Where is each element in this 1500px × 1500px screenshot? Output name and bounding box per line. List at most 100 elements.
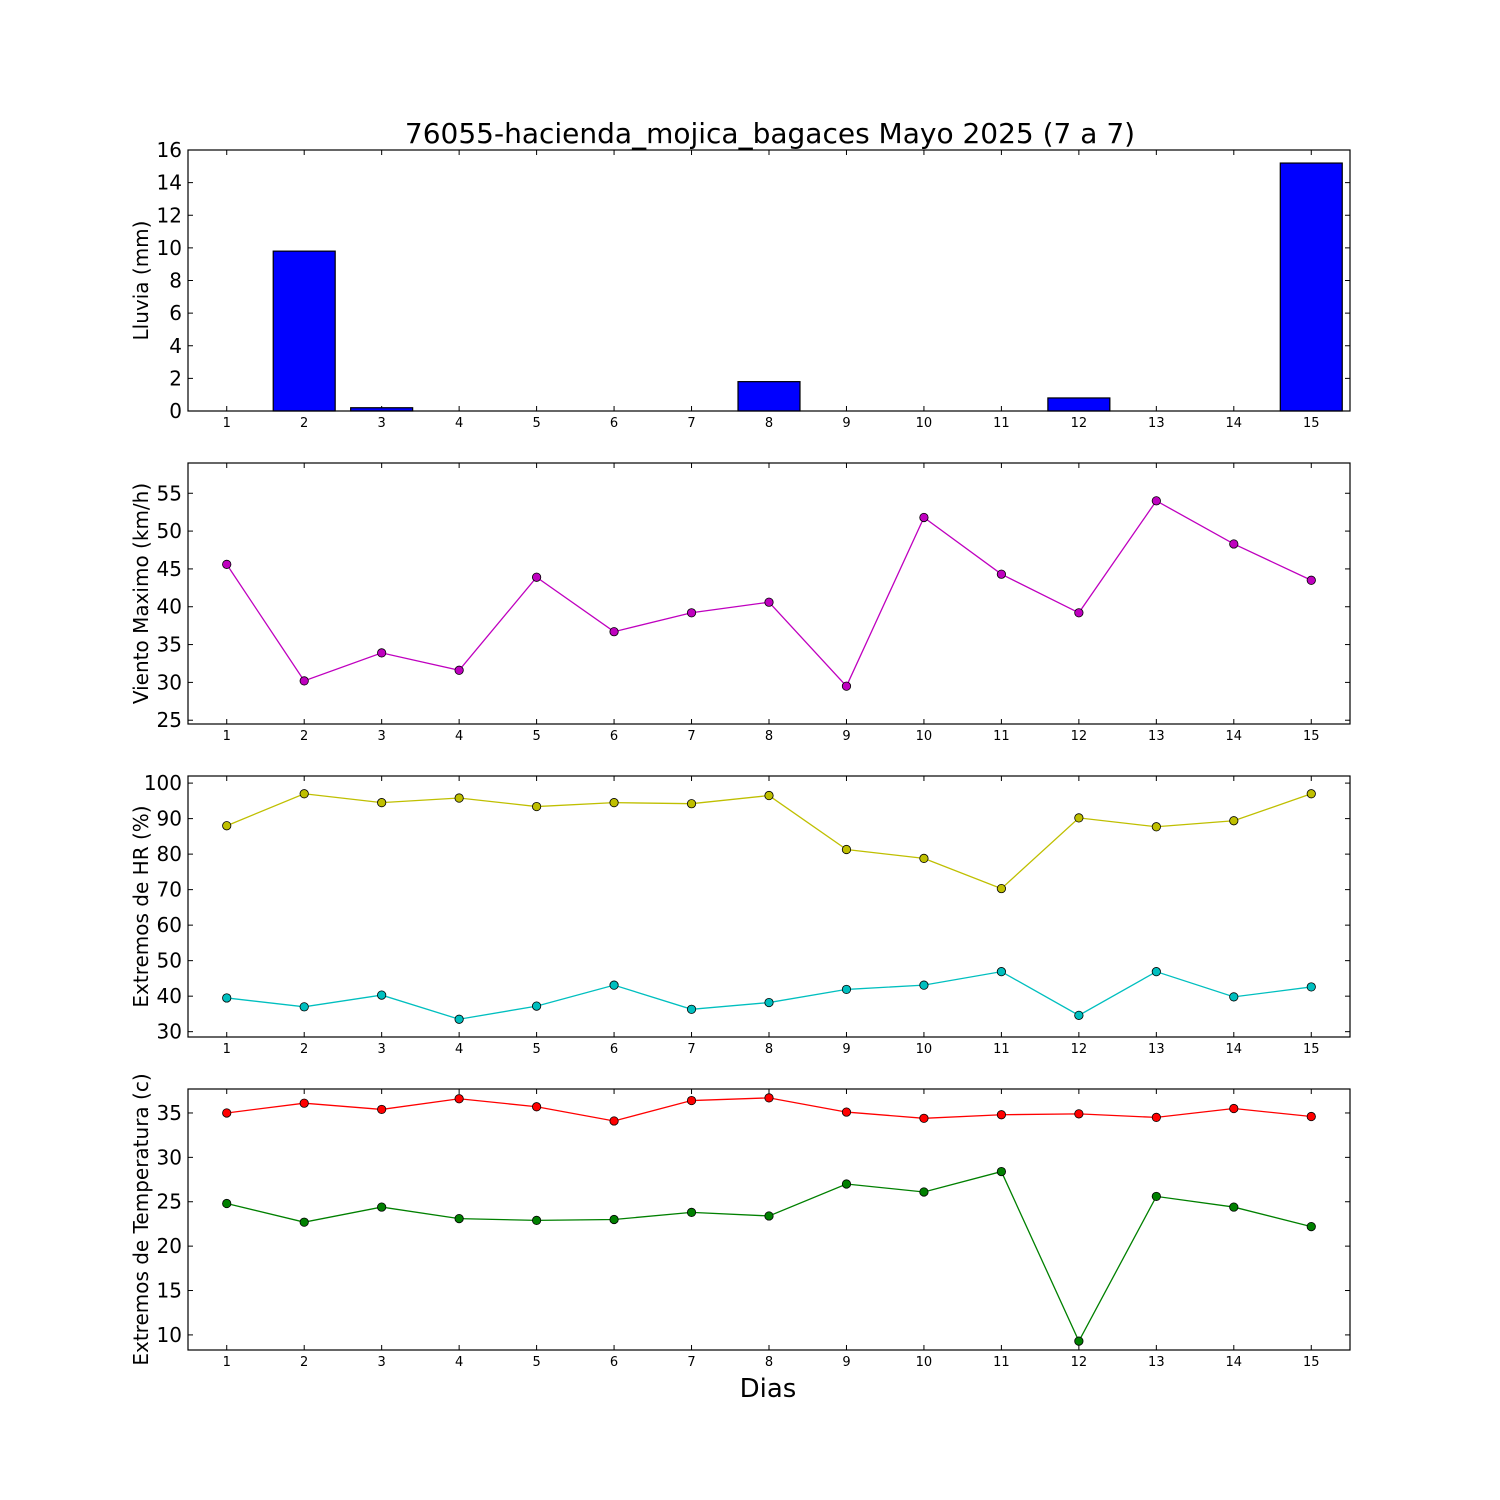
y-tick-label: 10 (157, 1323, 182, 1347)
y-tick-label: 60 (157, 913, 182, 937)
x-tick-label: 13 (1148, 1042, 1165, 1057)
data-point (841, 1179, 852, 1189)
y-tick-label: 2 (169, 366, 182, 390)
data-point (996, 883, 1007, 894)
x-tick-label: 6 (610, 1042, 618, 1057)
x-tick-label: 3 (378, 1042, 386, 1057)
y-tick-label: 50 (157, 949, 182, 973)
x-tick-label: 9 (842, 1042, 850, 1057)
y-tick-label: 15 (157, 1279, 182, 1303)
data-point (222, 1198, 232, 1209)
data-point (841, 844, 852, 855)
y-tick-label: 90 (157, 807, 182, 831)
data-point (1074, 813, 1084, 823)
data-point (222, 993, 232, 1003)
x-tick-label: 10 (916, 1042, 933, 1057)
x-tick-label: 3 (378, 416, 386, 431)
x-tick-label: 14 (1226, 1355, 1243, 1370)
data-point (609, 627, 619, 637)
x-tick-label: 12 (1071, 416, 1088, 431)
data-point (222, 821, 232, 831)
x-tick-label: 11 (993, 1042, 1010, 1057)
y-tick-label: 12 (157, 203, 182, 227)
data-point (454, 793, 464, 803)
x-tick-label: 5 (532, 1355, 540, 1370)
y-tick-label: 30 (157, 1145, 182, 1169)
x-tick-label: 2 (300, 416, 308, 431)
x-tick-label: 7 (687, 1042, 695, 1057)
y-tick-label: 4 (169, 334, 182, 358)
y-tick-label: 35 (157, 633, 182, 657)
y-tick-label: 100 (144, 771, 182, 795)
y-tick-label: 45 (157, 557, 182, 581)
data-point (764, 1211, 774, 1221)
x-tick-label: 7 (687, 729, 695, 744)
x-tick-label: 4 (455, 416, 463, 431)
x-tick-label: 9 (842, 416, 850, 431)
y-tick-label: 30 (157, 1020, 182, 1044)
x-tick-label: 4 (455, 1042, 463, 1057)
x-tick-label: 5 (532, 1042, 540, 1057)
data-point (919, 980, 929, 990)
x-tick-label: 6 (610, 1355, 618, 1370)
data-point (454, 1094, 464, 1104)
x-tick-label: 10 (916, 729, 933, 744)
data-point (996, 1110, 1007, 1120)
data-point (222, 559, 232, 569)
data-point (764, 790, 774, 801)
x-axis-label: Dias (740, 1374, 797, 1404)
y-tick-label: 40 (157, 984, 182, 1008)
data-point (996, 967, 1007, 977)
plot-frame (187, 1088, 1351, 1351)
data-point (299, 789, 309, 799)
data-point (377, 990, 387, 1000)
x-tick-label: 1 (223, 1042, 231, 1057)
data-point (1074, 1109, 1084, 1119)
y-tick-label: 0 (169, 399, 182, 423)
data-point (1074, 1010, 1084, 1020)
data-point (1151, 822, 1161, 832)
data-point (609, 1116, 619, 1126)
y-axis-label: Viento Maximo (km/h) (129, 483, 153, 704)
data-point (919, 1113, 929, 1123)
x-tick-label: 11 (993, 1355, 1010, 1370)
x-tick-label: 11 (993, 416, 1010, 431)
plot-frame (187, 462, 1351, 725)
data-point (919, 1187, 929, 1197)
x-tick-label: 14 (1226, 1042, 1243, 1057)
y-tick-label: 40 (157, 595, 182, 619)
x-tick-label: 3 (378, 1355, 386, 1370)
x-tick-label: 11 (993, 729, 1010, 744)
data-point (1229, 1202, 1239, 1212)
data-point (1229, 992, 1239, 1002)
data-point (454, 1014, 464, 1024)
x-tick-label: 12 (1071, 1355, 1088, 1370)
data-point (1306, 575, 1316, 585)
y-axis-label: Extremos de HR (%) (129, 805, 153, 1007)
data-point (1306, 789, 1316, 799)
bar (272, 250, 336, 412)
data-point (1229, 1103, 1239, 1114)
x-tick-label: 5 (532, 416, 540, 431)
x-tick-label: 14 (1226, 729, 1243, 744)
x-tick-label: 8 (765, 1355, 773, 1370)
y-axis-label: Extremos de Temperatura (c) (129, 1073, 153, 1365)
x-tick-label: 13 (1148, 729, 1165, 744)
data-point (299, 1217, 309, 1227)
data-point (609, 798, 619, 808)
y-tick-label: 6 (169, 301, 182, 325)
data-point (531, 1102, 542, 1112)
x-tick-label: 7 (687, 416, 695, 431)
data-point (764, 597, 774, 607)
y-tick-label: 10 (157, 236, 182, 260)
data-point (609, 980, 619, 990)
x-tick-label: 2 (300, 729, 308, 744)
data-point (299, 676, 309, 686)
data-point (686, 1207, 697, 1217)
data-point (377, 798, 387, 808)
plot-frame (187, 149, 1351, 412)
y-tick-label: 16 (157, 138, 182, 162)
